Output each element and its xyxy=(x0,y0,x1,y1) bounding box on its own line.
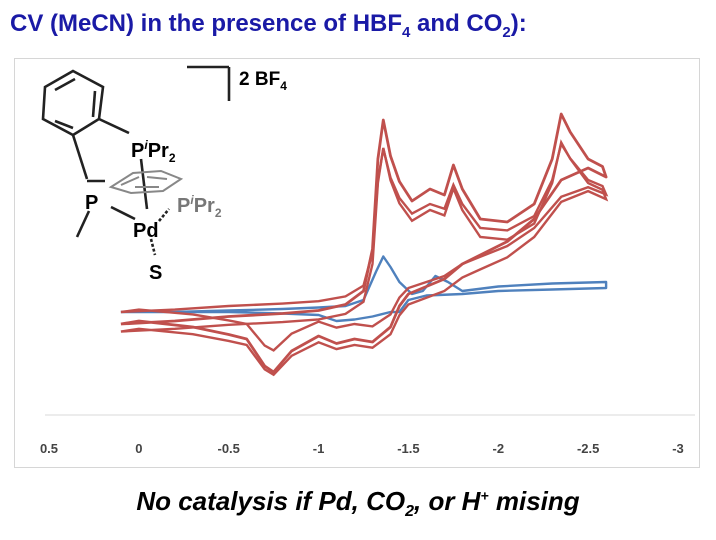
pi-arene-ring xyxy=(108,169,184,195)
ring-double-bond xyxy=(91,90,97,118)
caption-subscript: 2 xyxy=(405,503,414,521)
arene-pi-ligand xyxy=(108,169,184,195)
x-tick-label: -2 xyxy=(493,441,505,456)
p-left-label: P xyxy=(85,192,98,214)
slide-title: CV (MeCN) in the presence of HBF4 and CO… xyxy=(10,10,527,41)
x-tick-label: -0.5 xyxy=(218,441,240,456)
bond-pd-s xyxy=(149,238,157,256)
title-text-end: ): xyxy=(510,10,527,37)
x-tick-label: -2.5 xyxy=(577,441,599,456)
ring-double-bond xyxy=(54,77,76,92)
caption-text-end: mising xyxy=(488,486,580,516)
x-tick-label: 0 xyxy=(135,441,142,456)
cv-trace-blue xyxy=(120,255,608,323)
pi-bond xyxy=(146,176,168,180)
methyl-bond xyxy=(75,210,91,238)
x-tick-label: -1 xyxy=(313,441,325,456)
slide-caption: No catalysis if Pd, CO2, or H+ mising xyxy=(0,486,716,521)
p-ipr2-right-label: PiPr2 xyxy=(177,193,222,220)
cv-trace-red xyxy=(120,112,608,374)
title-text-and: and CO xyxy=(410,10,503,37)
pd-complex-structure xyxy=(41,65,231,256)
caption-text: No catalysis if Pd, CO xyxy=(136,486,406,516)
title-subscript-2: 2 xyxy=(502,23,511,41)
x-tick-label: -1.5 xyxy=(397,441,419,456)
counterion-label: 2 BF4 xyxy=(239,69,287,93)
cv-trace-red-cycle-3 xyxy=(120,140,609,352)
x-tick-labels: 0.5 0 -0.5 -1 -1.5 -2 -2.5 -3 xyxy=(40,441,684,456)
title-subscript-4: 4 xyxy=(402,23,411,41)
pd-label: Pd xyxy=(133,220,159,242)
solvent-label: S xyxy=(149,262,162,284)
caption-superscript: + xyxy=(480,487,489,504)
p-ipr2-top-label: PiPr2 xyxy=(131,138,176,165)
cv-traces xyxy=(120,112,609,377)
ring-double-bond xyxy=(54,119,74,130)
bond xyxy=(71,134,89,180)
bond-p-pd xyxy=(110,205,136,221)
bond-pd-p xyxy=(158,208,170,222)
bond-p-pd xyxy=(139,158,149,210)
pi-bond xyxy=(120,176,140,186)
bond xyxy=(98,117,130,135)
title-text: CV (MeCN) in the presence of HBF xyxy=(10,10,403,37)
caption-text-mid: , or H xyxy=(414,486,481,516)
x-tick-label: -3 xyxy=(672,441,684,456)
cv-chart: 2 BF4 PiPr2 P PiPr2 Pd S 0.5 0 -0.5 -1 -1.5 -… xyxy=(40,65,695,456)
x-tick-label: 0.5 xyxy=(40,441,58,456)
chart-frame: 2 BF4 PiPr2 P PiPr2 Pd S 0.5 0 -0.5 -1 -1.5 -… xyxy=(14,58,700,468)
